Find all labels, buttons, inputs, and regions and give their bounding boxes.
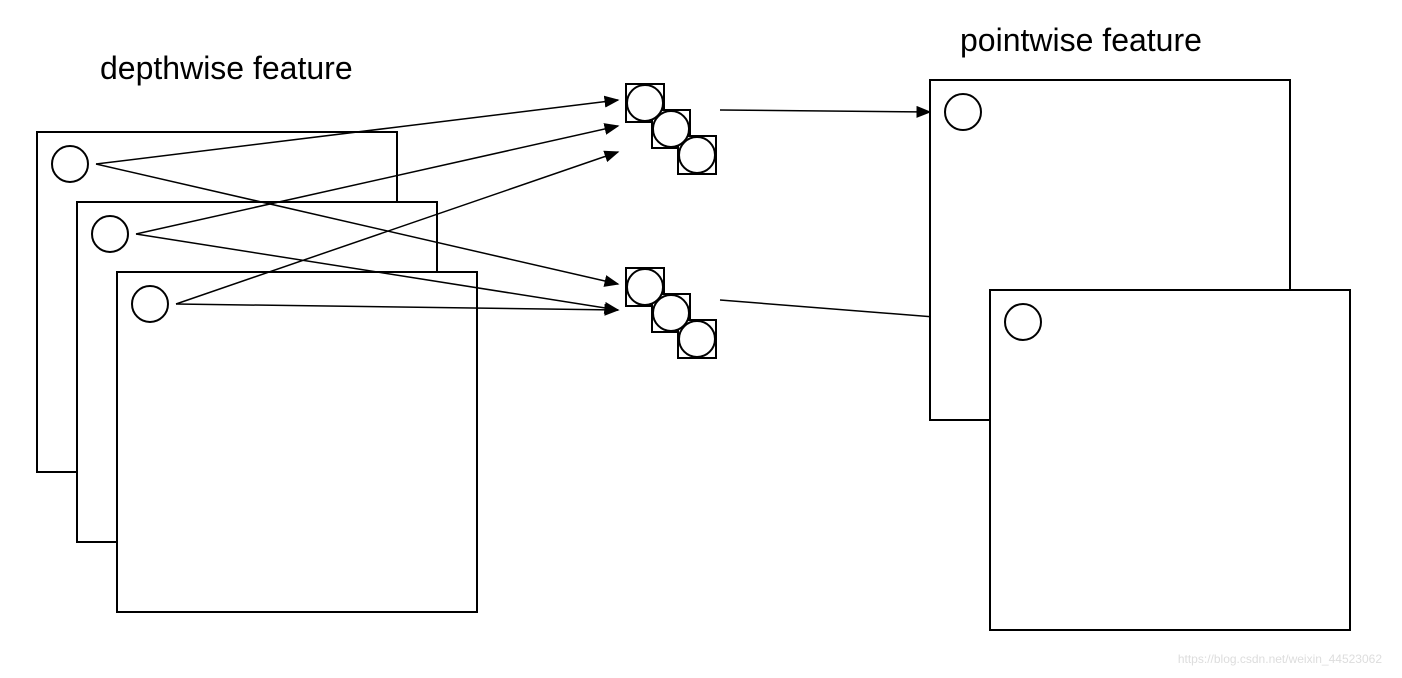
diagram-svg bbox=[0, 0, 1402, 678]
pointwise-circle-0 bbox=[945, 94, 981, 130]
kernel-0-circle-2 bbox=[679, 137, 715, 173]
watermark: https://blog.csdn.net/weixin_44523062 bbox=[1178, 652, 1382, 666]
depthwise-circle-0 bbox=[52, 146, 88, 182]
depthwise-circle-1 bbox=[92, 216, 128, 252]
arrow-k2p-0 bbox=[720, 110, 930, 112]
pointwise-label: pointwise feature bbox=[960, 22, 1202, 59]
depthwise-rect-2 bbox=[117, 272, 477, 612]
pointwise-circle-1 bbox=[1005, 304, 1041, 340]
kernel-1-circle-2 bbox=[679, 321, 715, 357]
diagram-container: depthwise feature pointwise feature http… bbox=[0, 0, 1402, 678]
depthwise-circle-2 bbox=[132, 286, 168, 322]
depthwise-label: depthwise feature bbox=[100, 50, 353, 87]
pointwise-rect-1 bbox=[990, 290, 1350, 630]
